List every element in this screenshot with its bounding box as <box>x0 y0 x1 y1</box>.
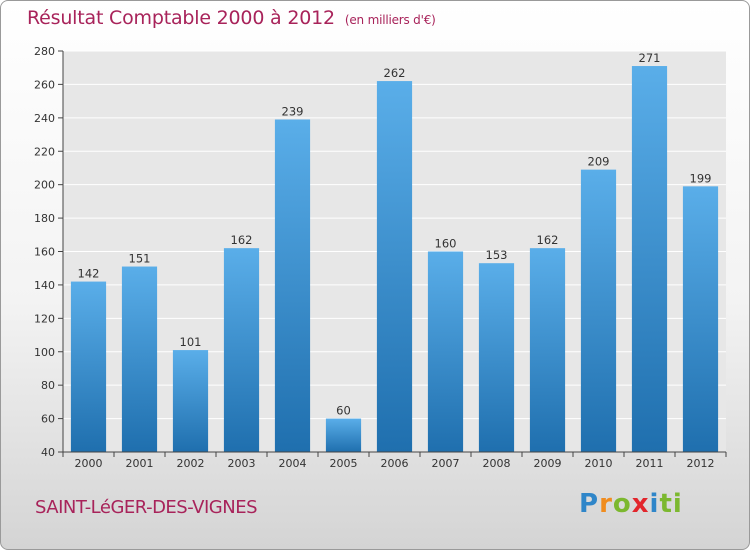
bar-2008 <box>478 263 515 452</box>
bar-value-label: 101 <box>180 335 202 349</box>
y-tick-label: 120 <box>34 312 55 325</box>
bar-value-label: 199 <box>690 171 712 185</box>
bar-2010 <box>580 169 617 453</box>
bar-value-label: 239 <box>282 105 304 119</box>
bar-value-label: 262 <box>384 66 406 80</box>
logo-letter: i <box>672 489 683 519</box>
bar-2003 <box>223 248 260 452</box>
x-tick-label: 2006 <box>381 457 409 470</box>
logo-letter: r <box>599 489 613 519</box>
y-tick-label: 220 <box>34 145 55 158</box>
bar-value-label: 209 <box>588 155 610 169</box>
bar-value-label: 151 <box>129 252 151 266</box>
bar-2009 <box>529 248 566 452</box>
y-tick-label: 140 <box>34 279 55 292</box>
y-axis: 40 60 80 100 120 140 160 180 200 220 240 260 280 <box>34 45 64 459</box>
x-tick-label: 2005 <box>330 457 358 470</box>
y-tick-label: 60 <box>41 413 55 426</box>
x-tick-label: 2000 <box>75 457 103 470</box>
y-tick-label: 260 <box>34 78 55 91</box>
x-axis: 2000 2001 2002 2003 2004 2005 2006 2007 2008 2009… <box>62 451 727 470</box>
bar-2012 <box>682 186 719 452</box>
bar-2007 <box>427 251 464 452</box>
logo-letter: x <box>631 489 650 519</box>
bar-2006 <box>376 81 413 452</box>
x-tick-label: 2012 <box>687 457 715 470</box>
bar-value-label: 160 <box>435 237 457 251</box>
x-tick-label: 2008 <box>483 457 511 470</box>
bar-value-label: 162 <box>231 233 253 247</box>
x-tick-label: 2010 <box>585 457 613 470</box>
x-tick-label: 2009 <box>534 457 562 470</box>
y-tick-label: 180 <box>34 212 55 225</box>
x-tick-label: 2001 <box>126 457 154 470</box>
x-tick-label: 2004 <box>279 457 307 470</box>
bar-value-label: 60 <box>336 404 351 418</box>
logo-letter: t <box>659 489 673 519</box>
y-tick-label: 80 <box>41 379 55 392</box>
logo-letter: i <box>649 489 660 519</box>
y-tick-label: 100 <box>34 346 55 359</box>
title-text: Résultat Comptable 2000 à 2012 <box>27 7 335 29</box>
bars-group: 142 151 101 162 239 60 262 160 153 162 209 271 199 <box>70 51 719 453</box>
x-tick-label: 2003 <box>228 457 256 470</box>
bar-value-label: 142 <box>78 267 100 281</box>
bar-value-label: 271 <box>639 51 661 65</box>
y-tick-label: 160 <box>34 246 55 259</box>
proxiti-logo: Proxiti <box>579 489 683 519</box>
x-tick-label: 2002 <box>177 457 205 470</box>
bar-2002 <box>172 350 209 452</box>
y-tick-label: 280 <box>34 45 55 58</box>
bar-value-label: 162 <box>537 233 559 247</box>
bar-2011 <box>631 66 668 452</box>
x-tick-label: 2011 <box>636 457 664 470</box>
unit-label: (en milliers d'€) <box>344 13 436 27</box>
y-tick-label: 240 <box>34 112 55 125</box>
bar-2001 <box>121 266 158 452</box>
bar-value-label: 153 <box>486 248 508 262</box>
logo-letter: o <box>612 489 632 519</box>
y-tick-label: 200 <box>34 179 55 192</box>
chart-title: Résultat Comptable 2000 à 2012 (en millie… <box>27 7 436 29</box>
bar-2004 <box>274 119 311 453</box>
bar-2000 <box>70 281 107 452</box>
x-tick-label: 2007 <box>432 457 460 470</box>
bar-2005 <box>325 418 362 452</box>
y-tick-label: 40 <box>41 446 55 459</box>
logo-letter: P <box>579 489 600 519</box>
commune-name: SAINT-LéGER-DES-VIGNES <box>35 497 258 518</box>
